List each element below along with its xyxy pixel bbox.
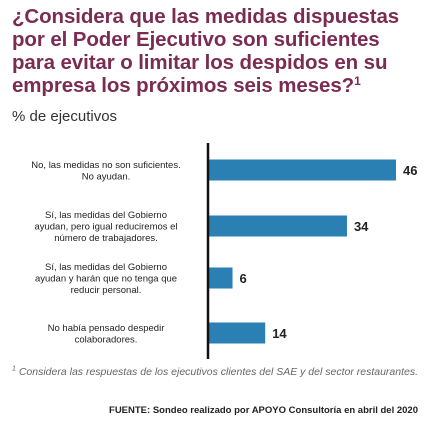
chart-subtitle: % de ejecutivos: [12, 108, 118, 125]
category-label-1: No, las medidas no son suficientes. No ay…: [31, 160, 180, 183]
footnote-mark: 1: [12, 365, 16, 373]
footnote-text: Considera las respuestas de los ejecutiv…: [18, 366, 419, 378]
bar-value-label-1: 46: [403, 163, 417, 178]
category-label-4: No había pensado despedir colaboradores.: [48, 323, 165, 346]
bar-value-label-4: 14: [272, 326, 287, 341]
category-label-3: Sí, las medidas del Gobierno ayudan y har…: [35, 262, 177, 296]
bar-value-label-3: 6: [240, 271, 247, 286]
bar-3: [208, 267, 233, 289]
bar-2: [208, 215, 347, 237]
chart-title-text: ¿Considera que las medidas dispuestas po…: [12, 5, 400, 97]
title-footnote-mark: 1: [354, 74, 361, 88]
source-note: FUENTE: Sondeo realizado por APOYO Consu…: [109, 405, 418, 416]
bar-4: [208, 322, 266, 344]
category-label-2: Sí, las medidas del Gobierno ayudan, pero…: [34, 210, 177, 244]
bar-1: [208, 159, 396, 181]
footnote: 1 Considera las respuestas de los ejecut…: [12, 366, 422, 379]
chart-title: ¿Considera que las medidas dispuestas po…: [12, 5, 428, 97]
bar-value-label-2: 34: [354, 219, 369, 234]
